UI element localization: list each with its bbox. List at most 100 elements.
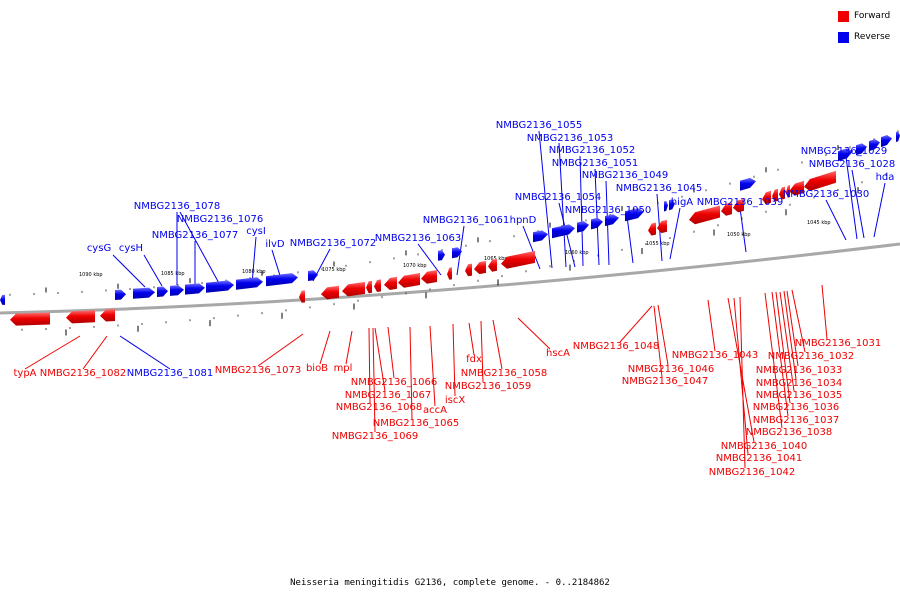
reverse-gene-label: NMBG2136_1029 (801, 146, 887, 157)
leader-line (626, 215, 634, 264)
leader-line (480, 320, 484, 383)
reverse-gene-label: higA (671, 197, 693, 208)
reverse-gene-arrow (236, 277, 263, 290)
legend: Forward Reverse (838, 9, 890, 51)
reverse-gene-arrow (0, 294, 5, 305)
axis-tick-label: 1080 kbp (242, 269, 266, 275)
leader-line (143, 254, 163, 287)
forward-gene-arrow (421, 270, 437, 284)
forward-gene-label: typA (13, 368, 36, 379)
forward-gene-label: NMBG2136_1034 (756, 378, 842, 389)
leader-line (538, 130, 553, 269)
reverse-gene-arrow (664, 200, 668, 212)
forward-gene-arrow (786, 185, 790, 198)
leader-line (786, 290, 799, 367)
forward-gene-label: NMBG2136_1036 (753, 402, 839, 413)
reverse-gene-label: NMBG2136_1081 (127, 368, 213, 379)
forward-gene-label: NMBG2136_1066 (351, 377, 437, 388)
forward-gene-arrow (648, 222, 656, 236)
reverse-gene-label: cysH (119, 243, 143, 254)
reverse-gene-arrow (438, 250, 445, 261)
forward-label: Forward (854, 11, 891, 21)
leader-line (468, 322, 475, 356)
reverse-gene-arrow (605, 214, 619, 227)
forward-gene-label: NMBG2136_1037 (753, 415, 839, 426)
leader-line (452, 323, 456, 397)
reverse-gene-label: NMBG2136_1028 (809, 159, 895, 170)
leader-line (558, 202, 576, 268)
forward-gene-label: NMBG2136_1067 (345, 390, 431, 401)
forward-gene-label: NMBG2136_1038 (746, 427, 832, 438)
forward-gene-arrow (100, 309, 115, 322)
reverse-gene-label: NMBG2136_1054 (515, 192, 601, 203)
leader-line (257, 333, 304, 367)
forward-gene-label: NMBG2136_1041 (716, 453, 802, 464)
reverse-gene-arrow (533, 230, 548, 243)
forward-gene-arrow (657, 219, 667, 234)
reverse-gene-arrow (625, 208, 644, 222)
legend-forward: Forward (838, 9, 890, 23)
forward-gene-arrow (474, 260, 486, 275)
reverse-label: Reverse (854, 32, 891, 42)
leader-line (24, 335, 81, 370)
reverse-gene-label: NMBG2136_1051 (552, 158, 638, 169)
forward-gene-arrow (789, 180, 804, 196)
forward-gene-arrow (689, 205, 720, 225)
forward-gene-label: mpl (334, 363, 353, 374)
forward-gene-label: NMBG2136_1048 (573, 341, 659, 352)
gene-layer (0, 131, 900, 326)
leader-line (707, 299, 716, 352)
reverse-gene-label: cysG (87, 243, 111, 254)
leader-line (522, 225, 541, 270)
forward-gene-label: NMBG2136_1047 (622, 376, 708, 387)
reverse-gene-arrow (856, 143, 867, 156)
reverse-gene-arrow (170, 285, 184, 296)
reverse-gene-arrow (881, 135, 892, 148)
reverse-gene-label: NMBG2136_1055 (496, 120, 582, 131)
leader-line (821, 284, 828, 340)
leader-line (119, 335, 171, 370)
forward-gene-arrow (384, 276, 397, 290)
leader-line (409, 326, 413, 420)
leader-line (727, 297, 755, 443)
reverse-gene-label: NMBG2136_1077 (152, 230, 238, 241)
forward-gene-arrow (374, 279, 381, 292)
leader-line (345, 330, 353, 365)
leader-line (764, 292, 783, 429)
reverse-gene-label: NMBG2136_1053 (527, 133, 613, 144)
reverse-gene-label: NMBG2136_1030 (783, 189, 869, 200)
leader-line (791, 289, 806, 353)
axis-tick-label: 1060 kbp (565, 250, 589, 256)
leader-line (374, 327, 386, 392)
forward-gene-label: NMBG2136_1046 (628, 364, 714, 375)
forward-gene-label: NMBG2136_1068 (336, 402, 422, 413)
forward-swatch (838, 10, 849, 22)
reverse-gene-arrow (740, 177, 756, 191)
reverse-gene-arrow (115, 289, 126, 300)
axis-tick-label: 1055 kbp (646, 241, 670, 247)
forward-gene-label: accA (423, 405, 447, 416)
leader-line (779, 291, 795, 392)
axis-tick-label: 1090 kbp (79, 272, 103, 278)
reverse-gene-arrow (308, 270, 318, 281)
gene-labels: cysG cysH NMBG2136_1078 NMBG2136_1076 NMBG21… (13, 120, 895, 478)
leader-line (851, 169, 865, 239)
reverse-gene-label: NMBG2136_1052 (549, 145, 635, 156)
reverse-gene-arrow (896, 131, 900, 142)
leader-line (368, 327, 371, 404)
forward-gene-arrow (66, 310, 95, 324)
reverse-gene-arrow (577, 221, 589, 233)
forward-gene-label: bioB (306, 363, 328, 374)
forward-gene-arrow (488, 258, 497, 272)
forward-gene-label: NMBG2136_1059 (445, 381, 531, 392)
forward-gene-label: NMBG2136_1035 (756, 390, 842, 401)
leader-line (669, 207, 681, 260)
leader-line (492, 319, 503, 370)
leader-line (251, 236, 257, 285)
leader-line (739, 207, 747, 253)
forward-gene-arrow (299, 290, 305, 303)
forward-gene-arrow (804, 170, 836, 191)
forward-gene-arrow (398, 273, 420, 288)
leader-line (775, 291, 791, 404)
reverse-gene-arrow (838, 148, 853, 162)
